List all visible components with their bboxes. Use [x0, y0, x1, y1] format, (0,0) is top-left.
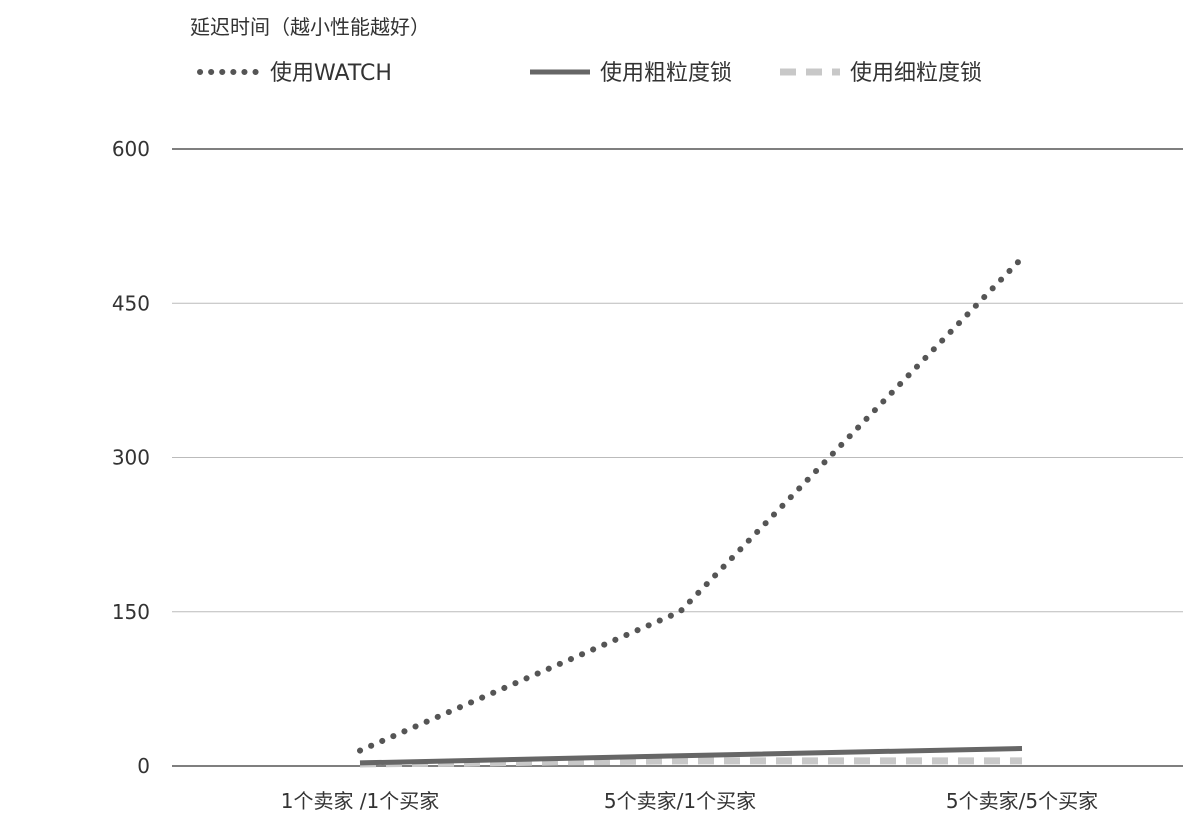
y-tick-label: 0	[137, 754, 150, 778]
series-line-1	[359, 746, 1023, 766]
y-axis: 0 150 300 450 600	[112, 137, 150, 778]
x-axis: 1个卖家 /1个买家 5个卖家/1个买家 5个卖家/5个买家	[281, 789, 1098, 813]
y-tick-label: 450	[112, 291, 150, 315]
y-tick-label: 300	[112, 446, 150, 470]
x-tick-label: 5个卖家/1个买家	[604, 789, 756, 813]
legend-label: 使用WATCH	[270, 61, 392, 86]
series-line-0	[357, 255, 1025, 754]
legend-label: 使用细粒度锁	[850, 61, 982, 86]
x-tick-label: 1个卖家 /1个买家	[281, 789, 440, 813]
chart-title: 延迟时间（越小性能越好）	[190, 15, 430, 39]
x-tick-label: 5个卖家/5个买家	[946, 789, 1098, 813]
series-group	[357, 255, 1025, 768]
legend: 使用WATCH 使用粗粒度锁 使用细粒度锁	[197, 61, 982, 86]
y-tick-label: 600	[112, 137, 150, 161]
grid	[172, 148, 1183, 767]
legend-label: 使用粗粒度锁	[600, 61, 732, 86]
y-tick-label: 150	[112, 600, 150, 624]
